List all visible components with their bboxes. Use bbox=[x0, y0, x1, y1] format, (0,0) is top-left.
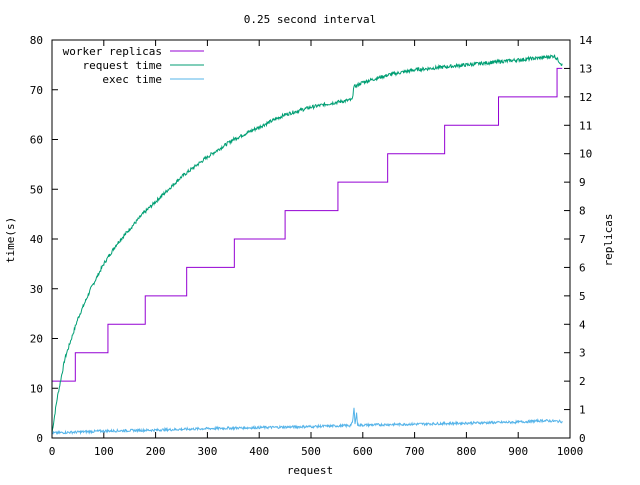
y-tick-label: 30 bbox=[30, 283, 43, 296]
legend-label: exec time bbox=[102, 73, 162, 86]
y2-tick-label: 0 bbox=[579, 432, 586, 445]
y2-axis-label: replicas bbox=[602, 214, 615, 267]
chart-title: 0.25 second interval bbox=[244, 13, 376, 26]
ticks-layer: 0 100 200 300 400 500 600 700 800 900 100001020304… bbox=[30, 34, 593, 458]
x-tick-label: 500 bbox=[301, 445, 321, 458]
series-line-0 bbox=[51, 67, 563, 407]
y2-tick-label: 4 bbox=[579, 318, 586, 331]
y2-tick-label: 8 bbox=[579, 205, 586, 218]
x-tick-label: 800 bbox=[456, 445, 476, 458]
y-tick-label: 50 bbox=[30, 183, 43, 196]
x-tick-label: 300 bbox=[197, 445, 217, 458]
y-tick-label: 0 bbox=[36, 432, 43, 445]
y-tick-label: 80 bbox=[30, 34, 43, 47]
y2-tick-label: 10 bbox=[579, 148, 592, 161]
y-tick-label: 40 bbox=[30, 233, 43, 246]
x-tick-label: 0 bbox=[49, 445, 56, 458]
y2-tick-label: 12 bbox=[579, 91, 592, 104]
y2-tick-label: 1 bbox=[579, 404, 586, 417]
x-tick-label: 900 bbox=[508, 445, 528, 458]
y2-tick-label: 13 bbox=[579, 62, 592, 75]
legend-label: request time bbox=[83, 59, 162, 72]
x-tick-label: 200 bbox=[146, 445, 166, 458]
y-tick-label: 20 bbox=[30, 333, 43, 346]
x-tick-label: 600 bbox=[353, 445, 373, 458]
y2-tick-label: 6 bbox=[579, 261, 586, 274]
y-tick-label: 70 bbox=[30, 84, 43, 97]
legend-label: worker replicas bbox=[63, 45, 162, 58]
series-layer bbox=[51, 54, 563, 436]
y-tick-label: 60 bbox=[30, 134, 43, 147]
y2-tick-label: 2 bbox=[579, 375, 586, 388]
x-tick-label: 700 bbox=[405, 445, 425, 458]
y-axis-label: time(s) bbox=[4, 217, 17, 263]
y2-tick-label: 3 bbox=[579, 347, 586, 360]
series-line-1 bbox=[51, 54, 563, 434]
y2-tick-label: 9 bbox=[579, 176, 586, 189]
x-tick-label: 100 bbox=[94, 445, 114, 458]
x-axis-label: request bbox=[287, 464, 333, 477]
y2-tick-label: 11 bbox=[579, 119, 592, 132]
y-tick-label: 10 bbox=[30, 382, 43, 395]
series-line-2 bbox=[52, 407, 563, 436]
y2-tick-label: 7 bbox=[579, 233, 586, 246]
y2-tick-label: 14 bbox=[579, 34, 593, 47]
y2-tick-label: 5 bbox=[579, 290, 586, 303]
plot-frame bbox=[51, 39, 571, 439]
x-tick-label: 400 bbox=[249, 445, 269, 458]
x-tick-label: 1000 bbox=[557, 445, 584, 458]
